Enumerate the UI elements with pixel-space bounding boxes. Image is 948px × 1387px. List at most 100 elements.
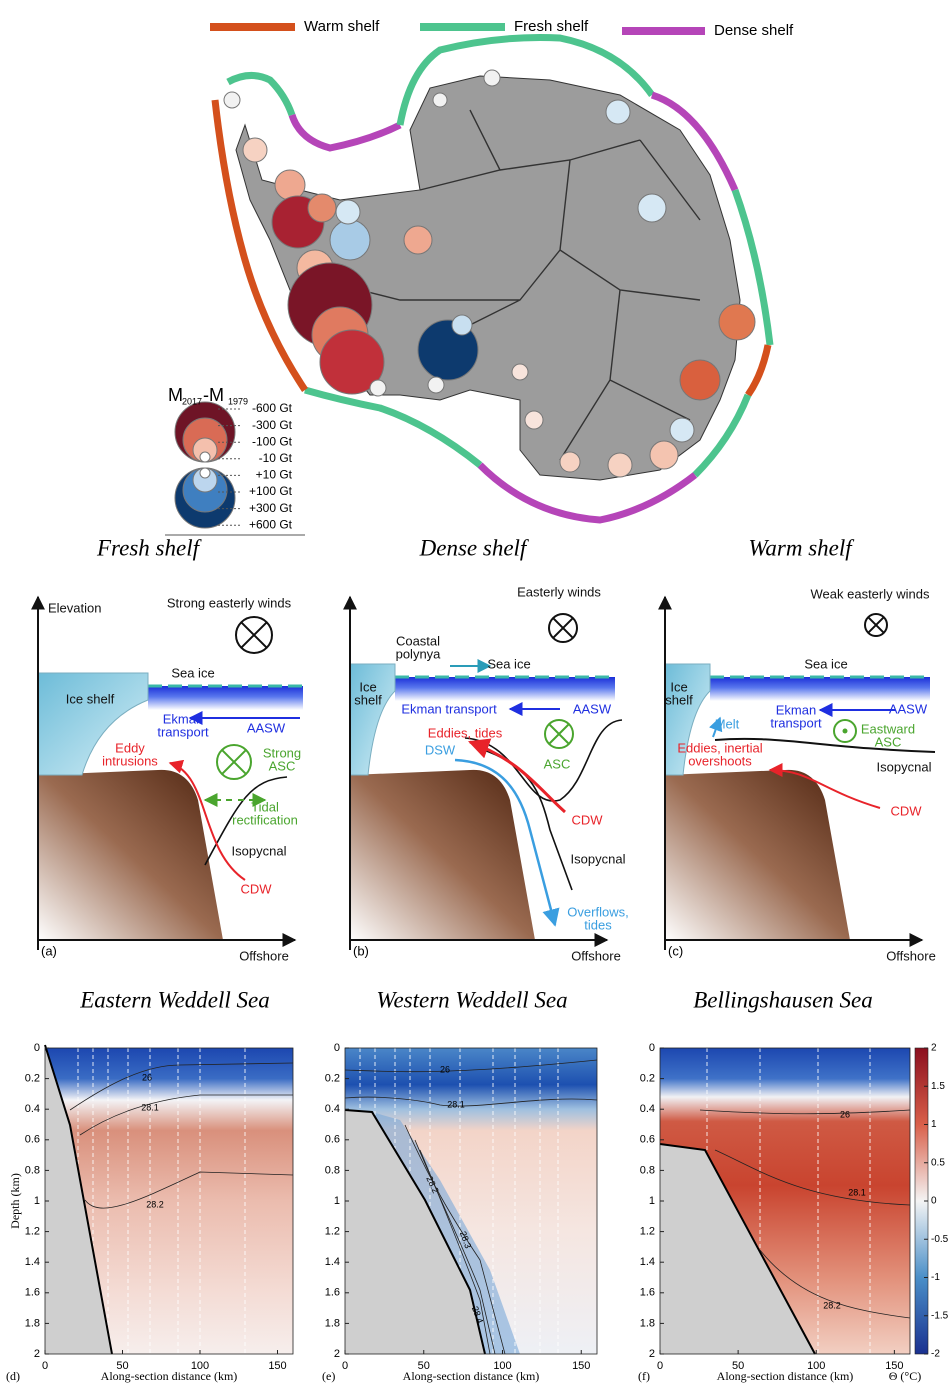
mass-legend-label: +300 Gt [249, 501, 293, 515]
section-title: Western Weddell Sea [376, 987, 567, 1012]
schematic-label: AASW [573, 701, 612, 716]
schematic-label: Eddies, inertial [677, 740, 762, 755]
isopycnal-contour [699, 1109, 911, 1115]
section-title: Bellingshausen Sea [693, 987, 873, 1012]
shelf-outline [477, 462, 698, 524]
schematic-label: Strong easterly winds [167, 595, 292, 610]
y-tick-label: 1 [334, 1195, 340, 1207]
schematic-label: CDW [240, 881, 272, 896]
isopycnal-contour [84, 1171, 294, 1209]
y-tick-label: 2 [34, 1348, 40, 1360]
colorbar-tick-label: 0.5 [931, 1157, 945, 1168]
isopycnal-contour [419, 1149, 491, 1355]
legend-circle [199, 451, 211, 463]
x-tick-label: 100 [191, 1360, 209, 1372]
legend-label: Warm shelf [304, 18, 380, 35]
schematic-label: AASW [889, 701, 928, 716]
circle [451, 314, 473, 336]
bathymetry-edge [659, 1143, 816, 1355]
schematic-label: Offshore [239, 948, 289, 963]
y-tick-label: 0.4 [640, 1103, 655, 1115]
wind-symbol [864, 613, 888, 637]
contour-label: 26 [840, 1109, 850, 1119]
shelf-outline [731, 188, 774, 346]
schematic-label: Melt [715, 716, 740, 731]
flow-arrow [454, 758, 560, 927]
schematic-label: ASC [269, 758, 296, 773]
sea-ice [395, 677, 615, 701]
y-tick-label: 1.6 [325, 1287, 340, 1299]
schematic-label: rectification [232, 812, 298, 827]
shelf-outline [650, 91, 739, 192]
schematic-label: Strong [263, 745, 301, 760]
panel-label: (f) [638, 1369, 650, 1383]
isopycnal-contour [69, 1062, 294, 1111]
circle [607, 452, 633, 478]
panel-label: (c) [668, 943, 683, 958]
colorbar-tick-label: 2 [931, 1043, 937, 1054]
colorbar-tick-label: 1.5 [931, 1081, 945, 1092]
schematic-label: Ekman [776, 702, 816, 717]
shelf-outline [288, 113, 402, 152]
colorbar-tick-label: -2 [931, 1349, 940, 1360]
colorbar-tick-label: -1 [931, 1272, 940, 1283]
contour-label: 28.1 [447, 1099, 465, 1109]
y-tick-label: 1 [649, 1195, 655, 1207]
schematic-label: Isopycnal [571, 851, 626, 866]
y-tick-label: 0.4 [325, 1103, 340, 1115]
flow-arrow [768, 763, 881, 809]
y-tick-label: 1.8 [325, 1317, 340, 1329]
y-tick-label: 1.2 [640, 1226, 655, 1238]
mass-legend-title: 1979 [228, 396, 248, 406]
colorbar-tick-label: 0 [931, 1196, 937, 1207]
seafloor [38, 769, 223, 940]
contour-label: 28.1 [141, 1102, 159, 1112]
circle [432, 92, 448, 108]
schematic-label: Ice [670, 679, 687, 694]
schematic-label: Offshore [571, 948, 621, 963]
mass-legend-circles [174, 401, 236, 529]
asc-symbol-dot [842, 728, 848, 734]
schematic-label: CDW [571, 812, 603, 827]
y-tick-label: 1.4 [640, 1256, 655, 1268]
x-tick-label: 50 [418, 1360, 430, 1372]
wind-symbol [216, 744, 252, 780]
section-title: Eastern Weddell Sea [79, 987, 270, 1012]
schematic-label: Eddies, tides [428, 725, 503, 740]
schematic-label: Offshore [886, 948, 936, 963]
circle [307, 193, 337, 223]
circle [369, 379, 387, 397]
schematic-label: Sea ice [171, 665, 214, 680]
schematic-label: ASC [544, 756, 571, 771]
mass-legend-title: M [168, 385, 183, 405]
wind-symbol [235, 616, 273, 654]
asc-symbol [833, 719, 857, 743]
bathymetry [660, 1144, 815, 1354]
mass-legend-label: -600 Gt [252, 401, 293, 415]
circle [511, 363, 529, 381]
legend-label: Dense shelf [714, 22, 794, 39]
mass-legend-label: +600 Gt [249, 517, 293, 531]
schematic-label: intrusions [102, 753, 158, 768]
circle [329, 219, 371, 261]
y-tick-label: 0.2 [325, 1073, 340, 1085]
schematic-label: overshoots [688, 753, 752, 768]
asc-symbol-cross [548, 723, 570, 745]
y-tick-label: 1 [34, 1195, 40, 1207]
schematic-label: Eastward [861, 721, 915, 736]
mass-legend-label: -10 Gt [259, 451, 293, 465]
panel-label: (d) [6, 1369, 20, 1383]
sea-ice [148, 686, 303, 710]
schematic-label: Ice [359, 679, 376, 694]
x-tick-label: 0 [42, 1360, 48, 1372]
wind-symbol [548, 613, 578, 643]
isopycnal-line [204, 776, 288, 866]
colorbar-tick-label: 1 [931, 1119, 937, 1130]
y-tick-label: 0 [334, 1042, 340, 1054]
panel-label: (a) [41, 943, 57, 958]
mass-legend-title: 2017 [182, 396, 202, 406]
circle [637, 193, 667, 223]
schematic-label: ASC [875, 734, 902, 749]
schematic-label: shelf [665, 692, 693, 707]
